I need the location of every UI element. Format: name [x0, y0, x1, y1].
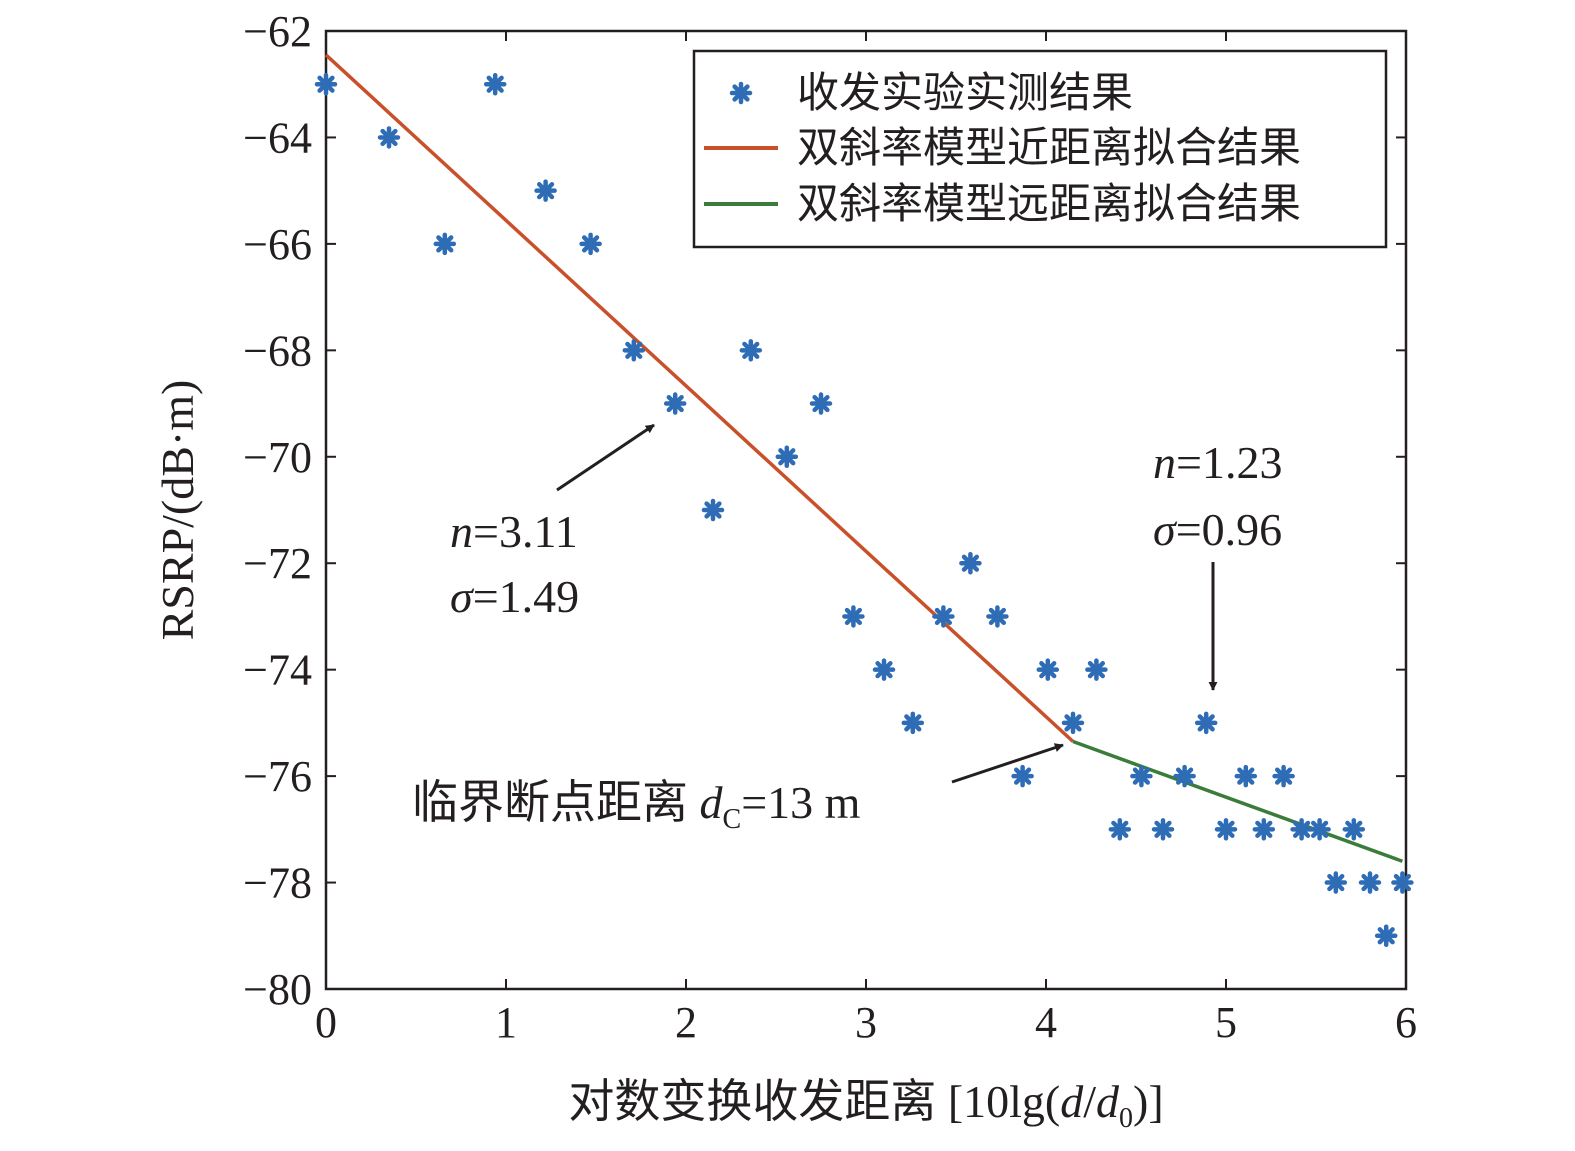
fit-lines — [324, 53, 1403, 863]
data-point — [1194, 711, 1218, 735]
data-point — [739, 339, 763, 362]
data-point — [1290, 818, 1313, 841]
near-arrow — [556, 423, 655, 492]
x-tick-label: 0 — [315, 998, 337, 1047]
data-point — [901, 711, 925, 735]
data-point — [1272, 764, 1295, 788]
data-point — [1085, 658, 1108, 681]
y-tick-label: −74 — [243, 646, 312, 695]
data-point — [377, 126, 401, 149]
data-point — [1342, 818, 1366, 841]
x-tick-label: 5 — [1215, 998, 1237, 1047]
data-point — [932, 605, 955, 628]
legend-asterisk-glyph — [729, 81, 753, 105]
near-fit-line — [324, 53, 1075, 743]
data-point — [1214, 818, 1238, 841]
data-point — [622, 339, 646, 362]
data-point — [1374, 924, 1398, 948]
near-sigma-label: σ=1.49 — [450, 571, 579, 622]
data-point — [1252, 818, 1276, 841]
near-n-label: n=3.11 — [450, 506, 578, 557]
data-point — [1036, 658, 1060, 681]
data-points — [314, 72, 1414, 948]
data-point — [314, 72, 338, 96]
data-point — [959, 551, 982, 575]
legend-label-measured: 收发实验实测结果 — [797, 70, 1133, 117]
legend-asterisk-icon — [729, 81, 753, 105]
data-point — [663, 392, 687, 415]
data-point — [701, 498, 725, 522]
legend: 收发实验实测结果 双斜率模型近距离拟合结果 双斜率模型远距离拟合结果 — [692, 49, 1388, 249]
legend-box — [692, 49, 1388, 249]
data-point — [1358, 871, 1382, 894]
data-point — [1173, 764, 1196, 788]
annotation-breakpoint: 临界断点距离 dC=13 m — [412, 743, 1064, 835]
y-tick-label: −70 — [243, 433, 312, 482]
data-point — [1324, 871, 1348, 894]
data-point — [1391, 871, 1414, 894]
data-point — [1011, 764, 1034, 788]
x-axis-title: 对数变换收发距离 [10lg(d/d0)] — [568, 1076, 1163, 1134]
data-point — [433, 232, 457, 256]
data-point — [1108, 818, 1132, 841]
data-point — [579, 232, 602, 256]
data-point — [1151, 818, 1175, 841]
y-axis-title: RSRP/(dB·m) — [152, 380, 203, 641]
data-point — [842, 605, 865, 628]
x-tick-label: 1 — [495, 998, 517, 1047]
breakpoint-arrow — [951, 743, 1064, 784]
far-n-label: n=1.23 — [1153, 437, 1282, 488]
data-point — [1308, 818, 1331, 841]
y-tick-label: −68 — [243, 326, 312, 375]
data-point — [534, 179, 557, 202]
y-tick-label: −76 — [243, 752, 312, 801]
far-sigma-label: σ=0.96 — [1153, 504, 1282, 555]
data-point — [1061, 711, 1085, 735]
data-point — [872, 658, 896, 681]
x-tick-label: 2 — [675, 998, 697, 1047]
annotation-near: n=3.11 σ=1.49 — [450, 423, 655, 622]
y-tick-label: −64 — [243, 113, 312, 162]
legend-label-far-fit: 双斜率模型远距离拟合结果 — [797, 181, 1301, 228]
y-tick-label: −78 — [243, 859, 312, 908]
x-tick-label: 3 — [855, 998, 877, 1047]
y-tick-label: −66 — [243, 220, 312, 269]
data-point — [483, 72, 507, 96]
y-tick-label: −80 — [243, 965, 312, 1014]
x-tick-label: 6 — [1395, 998, 1417, 1047]
data-point — [1130, 764, 1153, 788]
y-tick-label: −62 — [243, 7, 312, 56]
legend-label-near-fit: 双斜率模型近距离拟合结果 — [797, 125, 1301, 172]
far-fit-line — [1072, 739, 1403, 863]
data-point — [809, 392, 833, 415]
x-tick-label: 4 — [1035, 998, 1057, 1047]
annotation-far: n=1.23 σ=0.96 — [1153, 437, 1282, 691]
data-point — [986, 605, 1009, 628]
y-tick-label: −72 — [243, 539, 312, 588]
data-point — [1234, 764, 1258, 788]
axis-ticks: 0 1 2 3 4 5 6 −62 −64 −66 −68 −70 −72 −74 −76 −78 −80 — [243, 7, 1417, 1047]
data-point — [775, 445, 799, 469]
breakpoint-label: 临界断点距离 dC=13 m — [412, 777, 861, 835]
